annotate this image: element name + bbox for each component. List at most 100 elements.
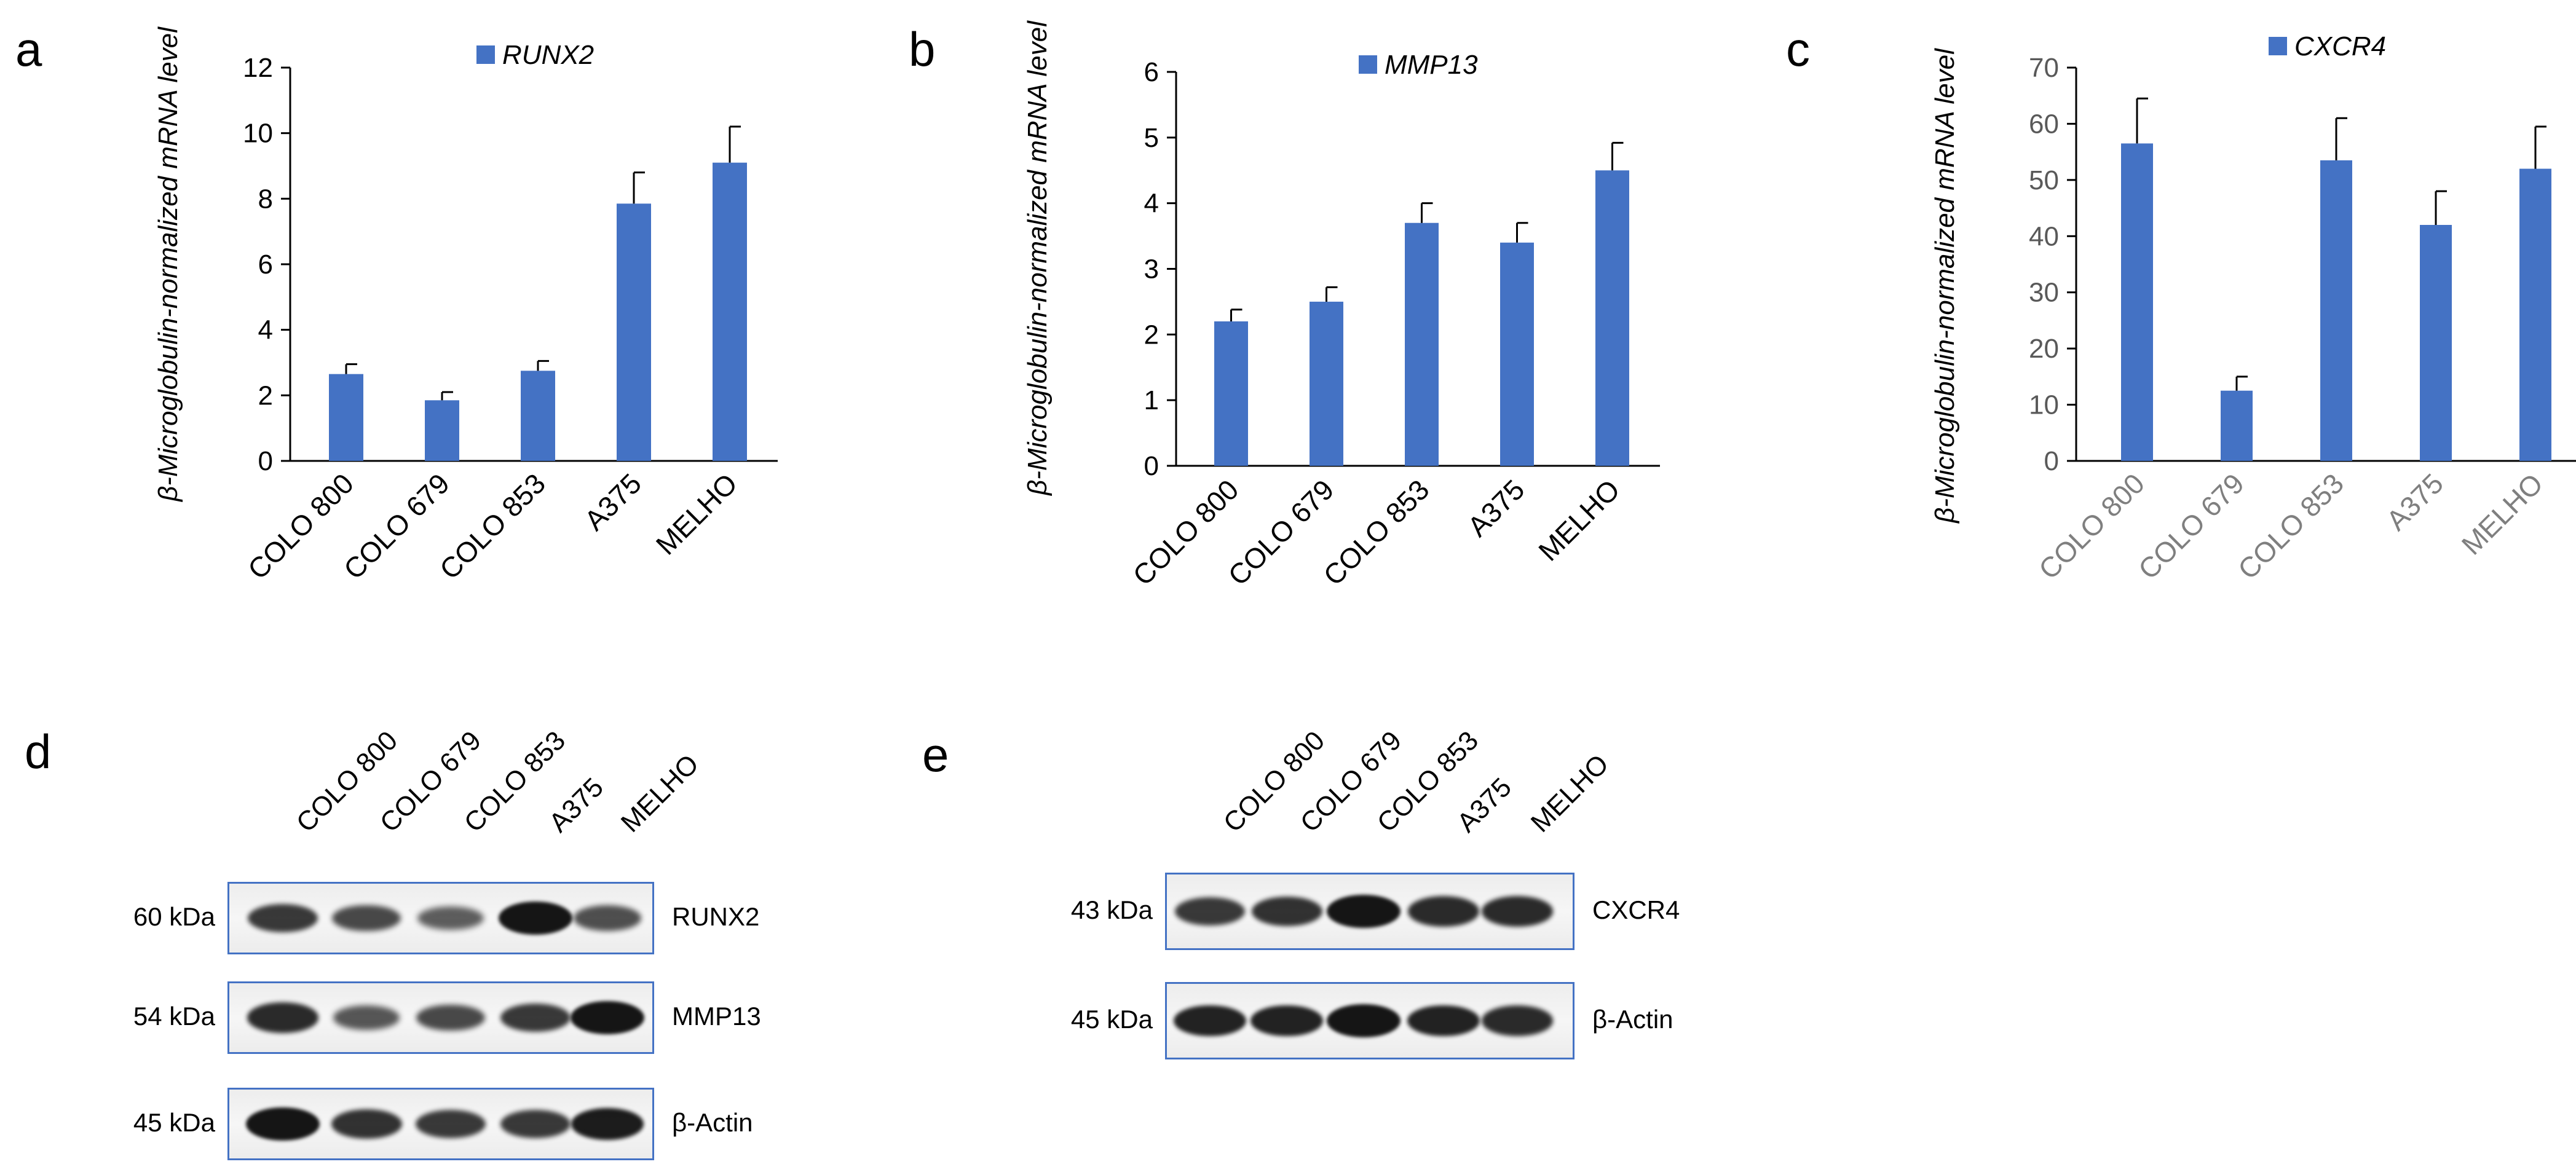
lane-label: MELHO: [615, 749, 705, 838]
blot-band: [331, 1109, 402, 1139]
panel-letter-a: a: [15, 22, 42, 76]
bar: [617, 203, 651, 461]
lane-label: MELHO: [1525, 749, 1614, 838]
x-tick-label: MELHO: [2455, 467, 2549, 560]
bar: [425, 400, 459, 461]
blot-band: [417, 906, 484, 930]
bar: [713, 162, 747, 461]
bar: [329, 374, 363, 461]
y-tick-label: 6: [1144, 57, 1159, 87]
panel-letter-b: b: [909, 22, 935, 76]
x-tick-label: MELHO: [650, 467, 743, 560]
blot-band: [248, 904, 318, 932]
bar: [2121, 143, 2153, 461]
blot-strip: [227, 981, 654, 1054]
y-tick-label: 60: [2029, 109, 2059, 139]
blot-band: [247, 1002, 319, 1033]
blot-band: [416, 1110, 486, 1138]
legend-label: CXCR4: [2294, 31, 2386, 61]
x-tick-label: COLO 679: [2132, 467, 2250, 585]
legend-swatch: [476, 45, 495, 64]
blot-band: [571, 1001, 644, 1034]
molecular-weight-label: 54 kDa: [133, 1002, 216, 1031]
y-tick-label: 0: [258, 446, 273, 476]
blot-band: [1327, 895, 1401, 928]
y-tick-label: 0: [2044, 446, 2059, 476]
y-tick-label: 6: [258, 250, 273, 280]
y-tick-label: 10: [2029, 390, 2059, 420]
blot-band: [1251, 897, 1322, 926]
x-tick-label: MELHO: [1532, 473, 1626, 567]
y-tick-label: 12: [243, 53, 273, 83]
bar: [1405, 222, 1439, 466]
x-tick-label: A375: [1461, 473, 1531, 543]
molecular-weight-label: 43 kDa: [1071, 895, 1153, 924]
blot-band: [1327, 1004, 1401, 1037]
blot-band: [332, 905, 401, 932]
legend-label: RUNX2: [502, 40, 594, 70]
molecular-weight-label: 45 kDa: [1071, 1005, 1153, 1034]
blot-band: [500, 1004, 571, 1032]
blot-strip: [1165, 982, 1574, 1059]
y-axis-title: β-Microglobulin-normalized mRNA level: [1022, 20, 1053, 497]
y-tick-label: 5: [1144, 123, 1159, 153]
legend-swatch: [1359, 55, 1377, 74]
y-tick-label: 20: [2029, 334, 2059, 364]
protein-label: CXCR4: [1592, 895, 1680, 924]
y-tick-label: 3: [1144, 254, 1159, 285]
y-axis-title: β-Microglobulin-normalized mRNA level: [1930, 48, 1960, 524]
panel-letter-d: d: [25, 725, 51, 779]
blot-band: [1174, 1005, 1246, 1037]
y-tick-label: 2: [1144, 320, 1159, 350]
x-tick-label: A375: [2380, 467, 2449, 536]
x-tick-label: COLO 800: [2033, 467, 2151, 585]
panel-letter-c: c: [1786, 22, 1810, 76]
y-tick-label: 2: [258, 380, 273, 411]
bar: [521, 371, 555, 461]
blot-strip: [1165, 873, 1574, 950]
protein-label: RUNX2: [672, 902, 759, 931]
x-tick-label: A375: [578, 467, 647, 536]
blot-band: [246, 1107, 320, 1141]
bar: [2221, 390, 2253, 461]
blot-band: [1481, 896, 1554, 927]
bar: [2420, 225, 2452, 461]
molecular-weight-label: 45 kDa: [133, 1108, 216, 1137]
bar: [2320, 160, 2352, 461]
molecular-weight-label: 60 kDa: [133, 902, 216, 931]
x-tick-label: COLO 853: [2232, 467, 2350, 585]
lane-label: A375: [1452, 772, 1517, 838]
bar: [2519, 168, 2551, 461]
protein-label: β-Actin: [672, 1108, 753, 1137]
x-tick-label: COLO 853: [433, 467, 551, 585]
legend-swatch: [2269, 37, 2287, 55]
y-tick-label: 4: [1144, 189, 1159, 219]
y-axis-title: β-Microglobulin-normalized mRNA level: [153, 26, 183, 503]
bar: [1310, 301, 1343, 466]
blot-band: [1175, 897, 1245, 925]
blot-band: [500, 1110, 571, 1138]
blot-band: [333, 1005, 400, 1030]
bar: [1595, 170, 1629, 466]
blot-band: [499, 902, 572, 935]
blot-band: [1407, 896, 1480, 927]
bar: [1214, 321, 1248, 466]
y-tick-label: 40: [2029, 221, 2059, 251]
blot-band: [416, 1004, 485, 1031]
legend-label: MMP13: [1385, 50, 1478, 80]
blot-band: [574, 905, 641, 931]
y-tick-label: 50: [2029, 165, 2059, 195]
panel-letter-e: e: [922, 728, 949, 782]
blot-band: [1481, 1005, 1554, 1036]
y-tick-label: 10: [243, 119, 273, 149]
y-tick-label: 4: [258, 315, 273, 345]
bar: [1500, 242, 1534, 466]
y-tick-label: 1: [1144, 385, 1159, 415]
blot-strip: [227, 882, 654, 954]
y-tick-label: 8: [258, 184, 273, 214]
protein-label: MMP13: [672, 1002, 761, 1031]
y-tick-label: 0: [1144, 451, 1159, 481]
